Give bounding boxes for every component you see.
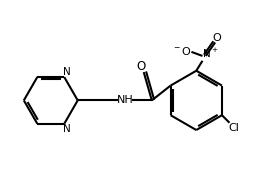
Text: NH: NH (116, 95, 133, 105)
Text: O: O (136, 60, 146, 73)
Text: O: O (212, 33, 221, 43)
Text: Cl: Cl (228, 123, 239, 133)
Text: N: N (63, 124, 71, 134)
Text: N$^+$: N$^+$ (202, 47, 219, 60)
Text: N: N (63, 67, 71, 77)
Text: $^-$O: $^-$O (172, 44, 192, 57)
